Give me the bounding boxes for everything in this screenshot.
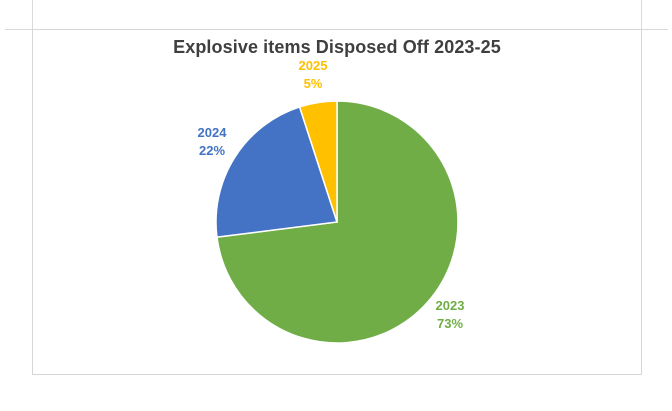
data-label-percentage: 5% <box>303 76 323 91</box>
chart-area[interactable]: Explosive items Disposed Off 2023-25 202… <box>32 29 642 375</box>
pie-slice-2024[interactable] <box>215 105 338 239</box>
gridline <box>641 0 642 29</box>
data-label-percentage: 73% <box>436 316 464 331</box>
data-label-2025[interactable]: 2025 5% <box>278 57 348 93</box>
data-label-category: 2024 <box>197 125 227 140</box>
data-label-2024[interactable]: 2024 22% <box>177 124 247 160</box>
gridline <box>642 29 668 30</box>
pie-slice-2025[interactable] <box>298 100 338 223</box>
gridline <box>32 0 33 29</box>
gridline <box>5 29 32 30</box>
data-label-2023[interactable]: 2023 73% <box>415 297 485 333</box>
data-label-percentage: 22% <box>198 143 226 158</box>
data-label-category: 2023 <box>435 298 465 313</box>
pie-chart[interactable] <box>214 99 460 345</box>
chart-title[interactable]: Explosive items Disposed Off 2023-25 <box>173 37 501 57</box>
data-label-category: 2025 <box>298 58 328 73</box>
